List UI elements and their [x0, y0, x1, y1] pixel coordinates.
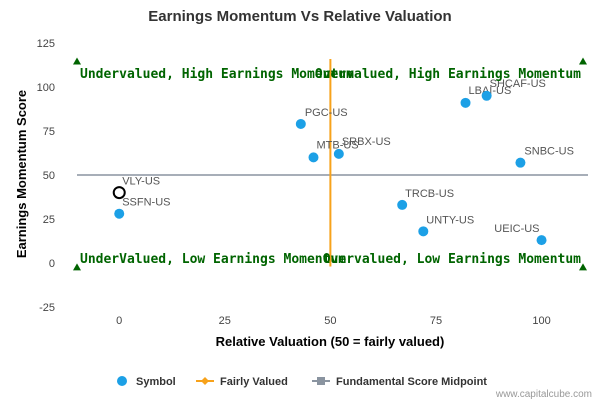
data-point-highlighted — [112, 186, 126, 200]
plot-area: -25 0 25 50 75 100 125 0 25 50 75 100 VLY-US SSFN-US P… — [37, 38, 588, 327]
corner-marker — [73, 263, 81, 271]
data-point — [397, 199, 408, 210]
data-point — [481, 90, 492, 101]
data-point-label: VLY-US — [122, 176, 160, 188]
y-tick-label: 50 — [43, 170, 55, 182]
data-point-label: UNTY-US — [426, 214, 474, 226]
data-point-label: MTB-US — [316, 139, 358, 151]
quadrant-label-bottom-left: UnderValued, Low Earnings Momentum — [80, 252, 346, 267]
data-point-label: SRBX-US — [342, 136, 391, 148]
data-point-label: TRCB-US — [405, 188, 454, 200]
x-tick-label: 0 — [116, 315, 122, 327]
data-point — [295, 118, 306, 129]
data-point — [536, 235, 547, 246]
legend-midpoint-marker — [317, 377, 325, 385]
x-tick-label: 50 — [324, 315, 336, 327]
corner-marker — [579, 57, 587, 65]
y-tick-label: 100 — [37, 82, 55, 94]
data-point — [515, 157, 526, 168]
y-axis-title: Earnings Momentum Score — [14, 90, 29, 258]
y-tick-label: 25 — [43, 214, 55, 226]
legend-symbol-marker — [117, 376, 127, 386]
x-tick-label: 100 — [532, 315, 550, 327]
data-point-label: SHCAF-US — [490, 78, 546, 90]
quadrant-label-bottom-right: Overvalued, Low Earnings Momentum — [323, 252, 581, 267]
y-tick-label: -25 — [39, 302, 55, 314]
y-tick-label: 0 — [49, 258, 55, 270]
x-axis-title: Relative Valuation (50 = fairly valued) — [216, 334, 445, 349]
legend-symbol-label: Symbol — [136, 376, 176, 388]
data-point — [460, 97, 471, 108]
data-point — [114, 208, 125, 219]
legend: Symbol Fairly Valued Fundamental Score M… — [117, 376, 487, 388]
y-tick-label: 125 — [37, 38, 55, 50]
y-tick-label: 75 — [43, 126, 55, 138]
legend-fair-value-marker — [201, 377, 209, 385]
data-point-label: LBAI-US — [469, 85, 512, 97]
x-tick-label: 25 — [219, 315, 231, 327]
data-point — [308, 152, 319, 163]
corner-marker — [579, 263, 587, 271]
data-point-label: PGC-US — [305, 107, 348, 119]
data-point-label: SSFN-US — [122, 197, 170, 209]
chart-title: Earnings Momentum Vs Relative Valuation — [148, 8, 451, 25]
legend-fair-value-label: Fairly Valued — [220, 376, 288, 388]
data-point-label: UEIC-US — [494, 223, 539, 235]
quadrant-label-top-right: Overvalued, High Earnings Momentum — [315, 67, 581, 82]
quadrant-label-top-left: Undervalued, High Earnings Momentum — [80, 67, 354, 82]
legend-midpoint-label: Fundamental Score Midpoint — [336, 376, 487, 388]
data-point — [418, 226, 429, 237]
x-tick-label: 75 — [430, 315, 442, 327]
credit-text: www.capitalcube.com — [495, 389, 592, 400]
data-point — [333, 148, 344, 159]
corner-marker — [73, 57, 81, 65]
data-point-label: SNBC-US — [524, 146, 574, 158]
